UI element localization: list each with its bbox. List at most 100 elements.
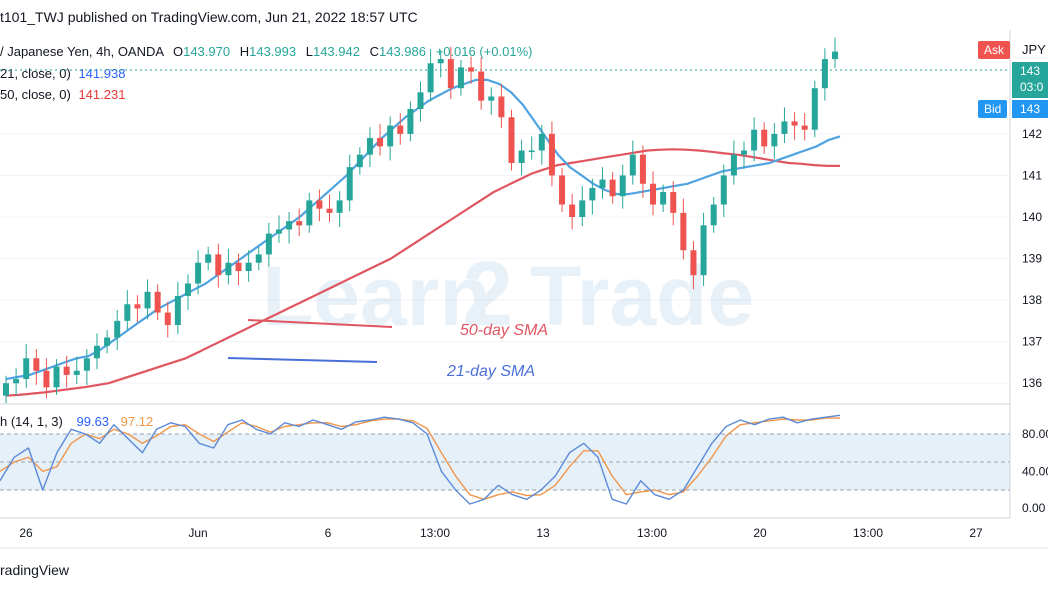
- x-tick-label: 13:00: [420, 526, 450, 540]
- candle-body: [23, 358, 30, 380]
- candle-body: [124, 304, 131, 321]
- x-axis-ticks: 26 Jun 6 13:00 13 13:00 20 13:00 27: [19, 526, 983, 540]
- watermark-trade: Trade: [530, 249, 754, 343]
- low-label: L: [305, 44, 313, 59]
- last-price-badge: 143 03:0: [1012, 62, 1048, 98]
- candle-body: [821, 59, 828, 89]
- y-tick-label: 141: [1022, 168, 1042, 182]
- x-tick-label: 20: [753, 526, 767, 540]
- candle-body: [265, 233, 272, 255]
- candle-body: [326, 208, 333, 213]
- candle-body: [154, 291, 161, 313]
- bid-price-value: 143: [1020, 102, 1041, 116]
- candle-body: [205, 254, 212, 263]
- candle-body: [832, 51, 838, 60]
- candle-body: [3, 383, 9, 396]
- candle-body: [114, 320, 121, 338]
- candle-body: [184, 283, 191, 296]
- x-tick-label: Jun: [188, 526, 207, 540]
- x-tick-label: 26: [19, 526, 33, 540]
- y-tick-label: 142: [1022, 127, 1042, 141]
- stoch-legend-label: h (14, 1, 3): [0, 414, 63, 429]
- candle-body: [488, 96, 495, 101]
- stoch-d-value: 97.12: [120, 414, 154, 429]
- candle-body: [93, 345, 100, 359]
- sma50-path: [5, 148, 840, 397]
- high-label: H: [239, 44, 250, 59]
- candle-body: [589, 187, 596, 201]
- candle-body: [498, 96, 505, 118]
- candle-body: [33, 358, 40, 371]
- candle-body: [468, 67, 475, 72]
- candle-body: [73, 370, 80, 375]
- candle-body: [104, 337, 111, 346]
- bid-badge[interactable]: Bid: [978, 100, 1008, 118]
- candle-body: [741, 150, 748, 155]
- candle-body: [690, 250, 697, 276]
- candle-body: [629, 154, 636, 176]
- watermark-two: 2: [462, 243, 513, 345]
- candle-body: [43, 370, 50, 388]
- candle-body: [286, 221, 293, 230]
- candle-body: [336, 200, 343, 213]
- sma21-legend-label: 21, close, 0): [0, 66, 71, 81]
- sma50-annotation-line: [247, 319, 393, 328]
- candle-body: [508, 117, 515, 163]
- candle-body: [255, 254, 262, 263]
- open-value: 143.970: [183, 44, 231, 59]
- y-axis-ticks: 142 141 140 139 138 137 136: [1022, 127, 1042, 390]
- candle-body: [13, 379, 20, 384]
- stoch-k-path: [0, 414, 841, 505]
- stoch-tick-label: 40.00: [1022, 464, 1048, 478]
- learn2trade-watermark: Learn 2 Trade: [262, 243, 754, 345]
- x-tick-label: 13:00: [637, 526, 667, 540]
- candle-body: [235, 262, 242, 272]
- stoch-k-line: [0, 414, 841, 505]
- open-label: O: [172, 44, 184, 59]
- candle-body: [306, 200, 313, 226]
- candle-body: [457, 67, 464, 89]
- candle-body: [447, 59, 454, 89]
- candle-body: [164, 312, 171, 326]
- stoch-tick-label: 80.00: [1022, 427, 1048, 441]
- y-tick-label: 140: [1022, 210, 1042, 224]
- candle-body: [275, 229, 282, 234]
- candle-body: [427, 63, 434, 93]
- symbol-legend: / Japanese Yen, 4h, OANDA O143.970 H143.…: [0, 44, 538, 59]
- candle-body: [407, 108, 414, 134]
- candle-body: [437, 59, 444, 64]
- candle-body: [609, 179, 616, 197]
- y-tick-label: 137: [1022, 335, 1042, 349]
- candle-body: [225, 262, 232, 276]
- sma21-annotation-line: [227, 357, 378, 363]
- stoch-k-value: 99.63: [76, 414, 110, 429]
- candle-body: [478, 71, 485, 101]
- price-grid: [0, 133, 1010, 384]
- candles: [3, 37, 838, 404]
- candle-body: [538, 133, 545, 151]
- sma50-legend-label: 50, close, 0): [0, 87, 71, 102]
- sma21-annotation: 21-day SMA: [446, 363, 535, 380]
- candle-body: [417, 92, 424, 109]
- y-tick-label: 138: [1022, 293, 1042, 307]
- candle-body: [569, 204, 576, 217]
- tradingview-brand: radingView: [0, 562, 70, 578]
- candle-body: [134, 304, 141, 309]
- candle-body: [700, 225, 707, 276]
- y-tick-label: 139: [1022, 252, 1042, 266]
- candle-body: [195, 262, 202, 284]
- candle-body: [356, 154, 363, 168]
- last-price-value: 143: [1020, 64, 1041, 78]
- candle-body: [720, 175, 727, 205]
- stoch-d-line: [0, 417, 840, 500]
- watermark-learn: Learn: [262, 249, 491, 343]
- sma21-legend: 21, close, 0) 141.938: [0, 66, 125, 81]
- candle-body: [346, 167, 353, 201]
- candle-body: [791, 121, 798, 126]
- candle-body: [528, 150, 535, 153]
- candle-body: [660, 192, 667, 205]
- publisher-line: t101_TWJ published on TradingView.com, J…: [0, 9, 418, 25]
- ask-badge[interactable]: Ask: [978, 41, 1011, 59]
- sma50-legend: 50, close, 0) 141.231: [0, 87, 125, 102]
